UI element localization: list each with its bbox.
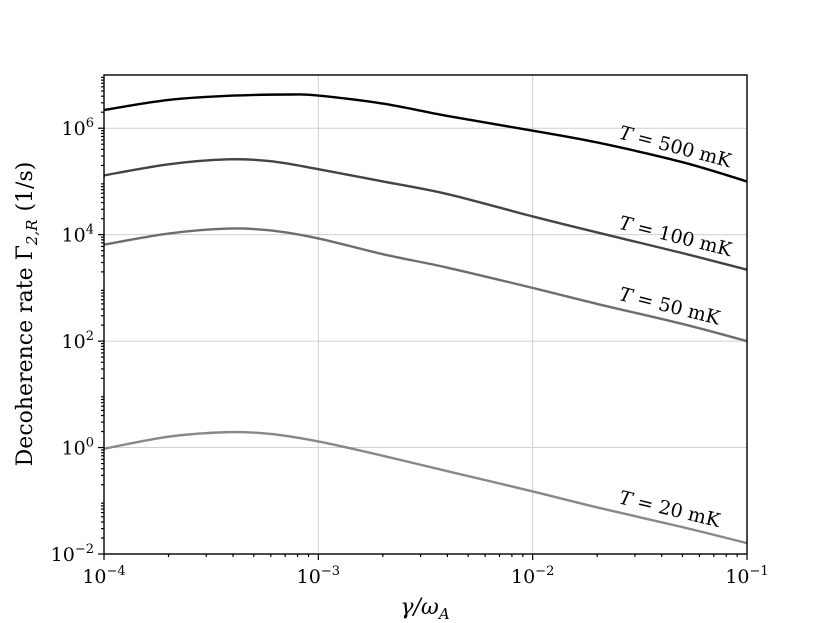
series-label-0: T = 500 mK [617,122,735,173]
plot-frame [103,74,748,555]
y-tick-label-0: 10−2 [51,542,94,566]
x-axis-label: γ/ωA [400,595,450,623]
tick-labels: 10−4 10−3 10−2 10−1 10−2 100 102 104 106 [51,116,769,588]
series-labels: T = 500 mKT = 100 mKT = 50 mKT = 20 mK [617,122,735,532]
x-tick-label-3: 10−1 [725,564,768,588]
x-tick-label-2: 10−2 [511,564,554,588]
x-tick-label-1: 10−3 [297,564,340,588]
series-line-2 [103,227,748,343]
axis-ticks [98,76,748,560]
series-lines [103,93,748,545]
y-tick-label-3: 104 [62,223,94,247]
y-tick-label-1: 100 [62,436,94,460]
series-line-3 [103,430,748,545]
series-label-1: T = 100 mK [617,212,735,261]
y-axis-label: Decoherence rate Γ2,R(1/s) [13,162,41,467]
y-tick-label-4: 106 [62,116,94,140]
series-line-0 [103,93,748,183]
series-line-1 [103,157,748,271]
x-tick-label-0: 10−4 [82,564,125,588]
y-tick-label-2: 102 [62,329,94,353]
series-label-2: T = 50 mK [617,283,723,329]
